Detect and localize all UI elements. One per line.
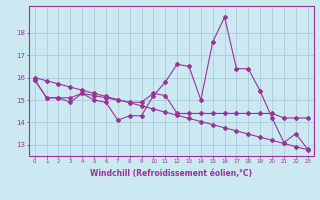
X-axis label: Windchill (Refroidissement éolien,°C): Windchill (Refroidissement éolien,°C) <box>90 169 252 178</box>
